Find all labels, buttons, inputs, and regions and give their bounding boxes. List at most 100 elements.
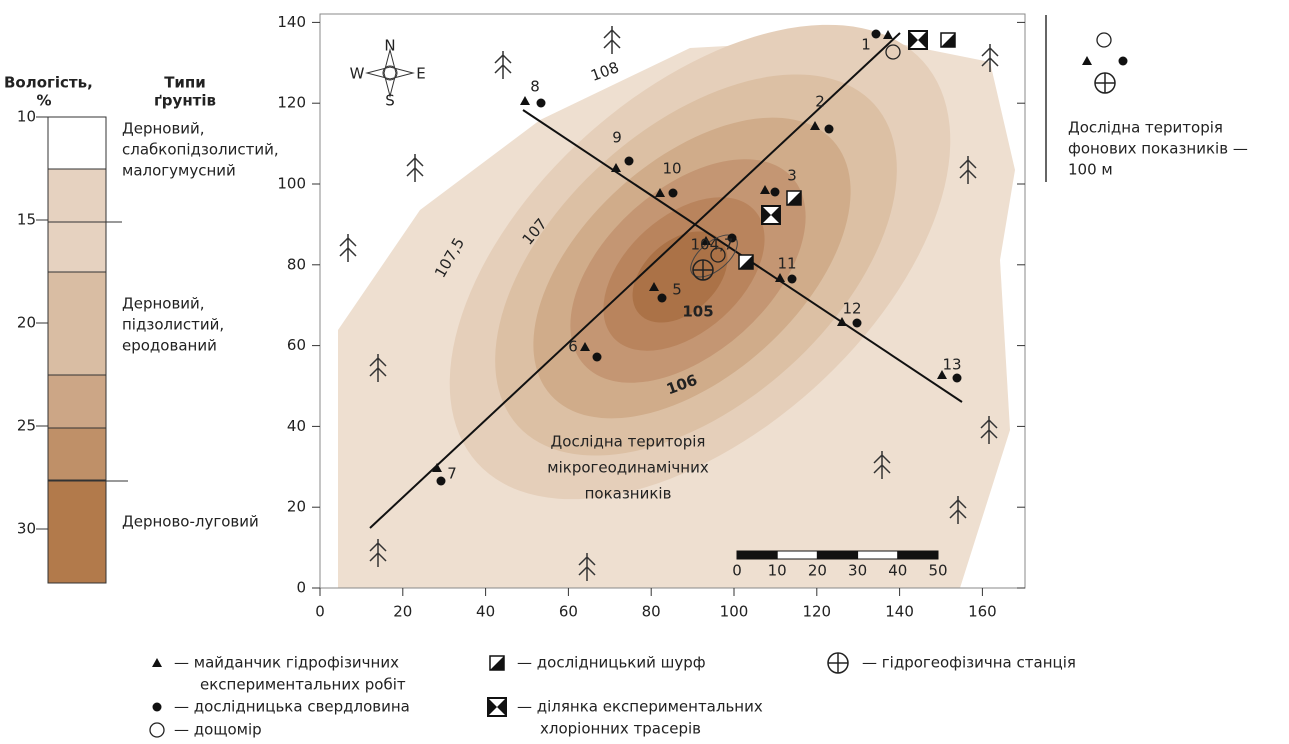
label: — майданчик гідрофізичних bbox=[174, 654, 399, 672]
label: 6 bbox=[568, 338, 578, 356]
tree bbox=[407, 154, 423, 182]
label: S bbox=[385, 92, 395, 110]
label: 20 bbox=[17, 314, 36, 332]
site-triangle bbox=[520, 96, 530, 105]
moisture-band bbox=[48, 480, 106, 583]
well bbox=[593, 353, 602, 362]
label: 100 м bbox=[1068, 161, 1113, 179]
rain-gauge bbox=[150, 723, 164, 737]
label: експериментальних робіт bbox=[200, 676, 406, 694]
label: підзолистий, bbox=[122, 316, 224, 334]
label: малогумусний bbox=[122, 162, 236, 180]
well bbox=[771, 188, 780, 197]
label: Дослідна територія bbox=[551, 433, 706, 451]
label: 30 bbox=[848, 562, 867, 580]
label: 13 bbox=[942, 356, 961, 374]
tree bbox=[604, 26, 620, 54]
label: 100 bbox=[720, 603, 749, 621]
well bbox=[658, 294, 667, 303]
well bbox=[853, 319, 862, 328]
label: 0 bbox=[296, 579, 306, 597]
label: 5 bbox=[672, 281, 682, 299]
label: 60 bbox=[287, 336, 306, 354]
tree bbox=[495, 51, 511, 79]
well bbox=[625, 157, 634, 166]
well bbox=[153, 703, 162, 712]
rain-gauge bbox=[1097, 33, 1111, 47]
scale-segment bbox=[898, 551, 938, 559]
label: 80 bbox=[287, 255, 306, 273]
well bbox=[825, 125, 834, 134]
label: 40 bbox=[476, 603, 495, 621]
label: ґрунтів bbox=[154, 92, 216, 110]
label: 50 bbox=[928, 562, 947, 580]
label: 7 bbox=[447, 465, 457, 483]
label: — гідрогеофізична станція bbox=[862, 654, 1076, 672]
label: хлоріонних трасерів bbox=[540, 720, 701, 738]
well bbox=[1119, 57, 1128, 66]
label: Дерново-луговий bbox=[122, 513, 259, 531]
label: 10 bbox=[662, 160, 681, 178]
well bbox=[953, 374, 962, 383]
label: 0 bbox=[315, 603, 325, 621]
label: 105 bbox=[682, 303, 713, 321]
moisture-band bbox=[48, 375, 106, 428]
label: Дерновий, bbox=[122, 120, 205, 138]
label: — ділянка експериментальних bbox=[517, 698, 763, 716]
scale-segment bbox=[777, 551, 817, 559]
moisture-band bbox=[48, 117, 106, 169]
well bbox=[437, 477, 446, 486]
scale-segment bbox=[737, 551, 777, 559]
moisture-band bbox=[48, 272, 106, 375]
well bbox=[788, 275, 797, 284]
label: 20 bbox=[808, 562, 827, 580]
label: — дощомір bbox=[174, 721, 262, 739]
label: мікрогеодинамічних bbox=[547, 459, 709, 477]
label: еродований bbox=[122, 337, 217, 355]
label: % bbox=[36, 92, 51, 110]
label: фонових показників — bbox=[1068, 140, 1248, 158]
label: 140 bbox=[277, 13, 306, 31]
label: 25 bbox=[17, 417, 36, 435]
site-triangle bbox=[152, 658, 162, 667]
label: 10 bbox=[17, 108, 36, 126]
label: слабкопідзолистий, bbox=[122, 141, 279, 159]
scale-segment bbox=[858, 551, 898, 559]
label: 1 bbox=[861, 36, 871, 54]
label: показників bbox=[585, 485, 672, 503]
label: Вологість, bbox=[4, 74, 93, 92]
compass bbox=[367, 50, 413, 96]
label: 160 bbox=[968, 603, 997, 621]
label: 60 bbox=[559, 603, 578, 621]
well bbox=[537, 99, 546, 108]
site-triangle bbox=[883, 30, 893, 39]
label: N bbox=[384, 37, 395, 55]
label: 2 bbox=[815, 93, 825, 111]
well bbox=[669, 189, 678, 198]
label: Дослідна територія bbox=[1068, 119, 1223, 137]
label: 0 bbox=[732, 562, 742, 580]
label: 15 bbox=[17, 211, 36, 229]
label: 120 bbox=[802, 603, 831, 621]
label: 8 bbox=[530, 78, 540, 96]
label: 12 bbox=[842, 300, 861, 318]
label: — дослідницька свердловина bbox=[174, 698, 410, 716]
figure: Вологість,%Типиґрунтів1015202530Дерновий… bbox=[0, 0, 1289, 744]
label: Типи bbox=[164, 74, 206, 92]
label: 104,7 bbox=[691, 236, 734, 254]
label: 20 bbox=[393, 603, 412, 621]
label: 100 bbox=[277, 175, 306, 193]
tree bbox=[340, 234, 356, 262]
label: 20 bbox=[287, 498, 306, 516]
label: 9 bbox=[612, 129, 622, 147]
label: 40 bbox=[888, 562, 907, 580]
label: 30 bbox=[17, 520, 36, 538]
label: W bbox=[350, 65, 365, 83]
well bbox=[872, 30, 881, 39]
label: 108 bbox=[588, 58, 621, 85]
moisture-band bbox=[48, 428, 106, 480]
moisture-band bbox=[48, 169, 106, 272]
label: 140 bbox=[885, 603, 914, 621]
label: E bbox=[416, 65, 425, 83]
label: — дослідницький шурф bbox=[517, 654, 706, 672]
